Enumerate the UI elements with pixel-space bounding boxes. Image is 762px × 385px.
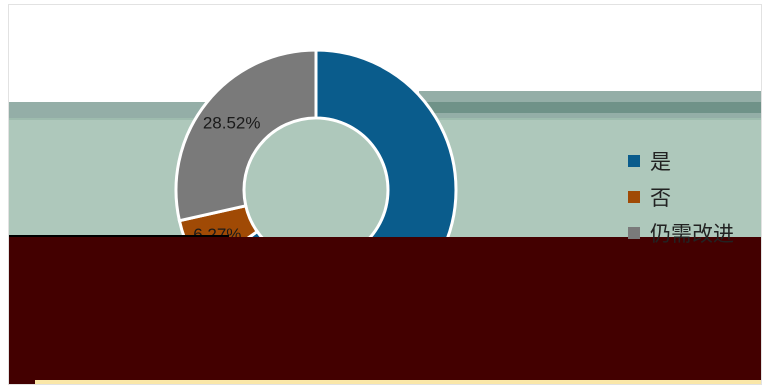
legend-item-needs-improvement: 仍需改进 — [628, 215, 734, 251]
legend-item-yes: 是 — [628, 143, 734, 179]
legend-item-no: 否 — [628, 179, 734, 215]
overlay-band-gray-right — [419, 91, 761, 113]
legend-swatch-yes — [628, 155, 640, 167]
legend-swatch-no — [628, 191, 640, 203]
data-label-needs-improvement: 28.52% — [203, 114, 261, 133]
legend-label-needs-improvement: 仍需改进 — [650, 222, 734, 246]
legend-label-yes: 是 — [650, 150, 671, 174]
legend-swatch-needs-improvement — [628, 227, 640, 239]
overlay-band-cream — [35, 380, 761, 384]
donut-slice-needs-improvement — [174, 48, 318, 223]
legend-label-no: 否 — [650, 186, 671, 210]
overlay-band-maroon — [9, 237, 761, 384]
chart-frame: 6.27%28.52% 是 否 仍需改进 — [8, 4, 762, 385]
chart-legend: 是 否 仍需改进 — [628, 143, 734, 251]
